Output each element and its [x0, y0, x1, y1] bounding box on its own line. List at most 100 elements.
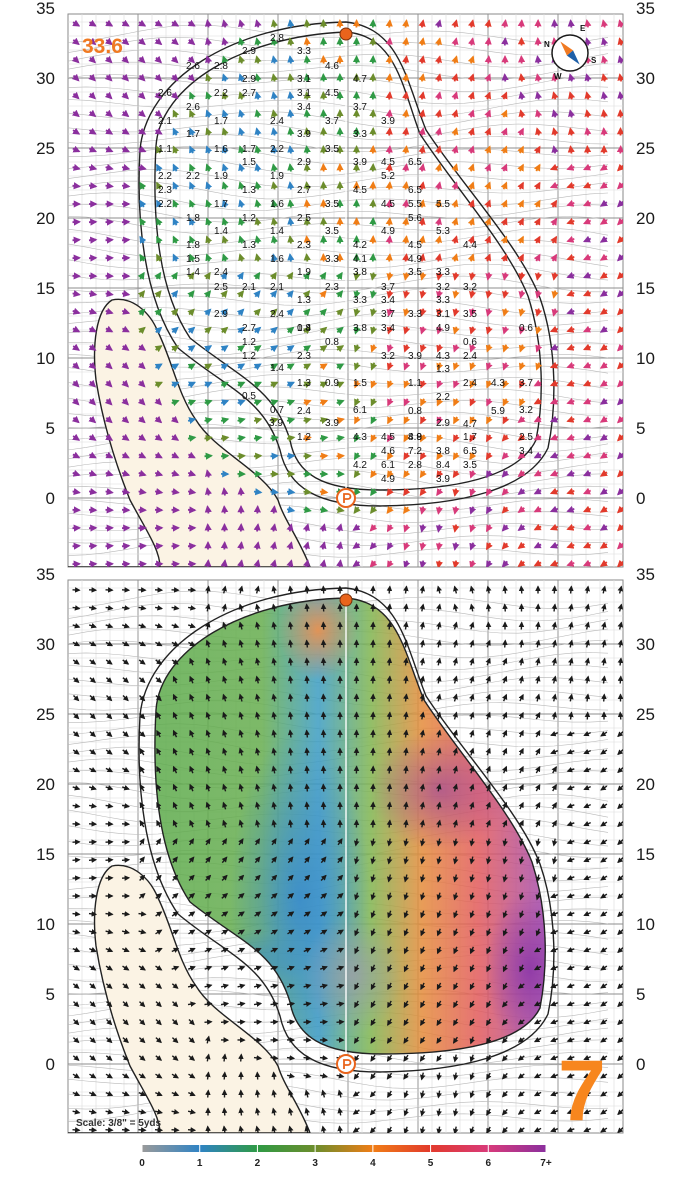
slope-arrow	[616, 199, 623, 208]
slope-arrow	[549, 379, 559, 387]
slope-arrow	[172, 217, 180, 226]
y-axis-tick-left: 30	[36, 69, 55, 88]
slope-arrow	[88, 379, 97, 388]
slope-value: 4.2	[353, 240, 367, 251]
slope-arrow	[189, 253, 196, 262]
slope-arrow	[601, 19, 609, 28]
slope-arrow	[386, 711, 393, 720]
y-axis-tick-right: 0	[636, 489, 645, 508]
slope-arrow	[551, 109, 559, 118]
slope-arrow	[600, 109, 608, 118]
slope-arrow	[238, 127, 246, 136]
slope-arrow	[335, 308, 344, 317]
slope-arrow	[121, 19, 130, 27]
slope-arrow	[221, 1071, 228, 1080]
slope-arrow	[221, 217, 229, 226]
slope-arrow	[403, 783, 409, 792]
slope-arrow	[104, 109, 113, 118]
slope-arrow	[254, 55, 262, 64]
slope-value: 2.9	[297, 157, 311, 168]
slope-value: 2.9	[436, 418, 450, 429]
slope-arrow	[304, 819, 310, 828]
slope-arrow	[452, 362, 460, 371]
slope-arrow	[154, 19, 163, 27]
slope-arrow	[402, 145, 410, 154]
slope-arrow	[287, 55, 295, 64]
slope-value: 3.5	[325, 144, 339, 155]
slope-arrow	[187, 381, 197, 389]
slope-value: 2.4	[463, 378, 477, 389]
slope-arrow	[205, 73, 213, 82]
slope-arrow	[221, 487, 229, 496]
slope-arrow	[599, 397, 608, 405]
slope-arrow	[121, 163, 131, 171]
slope-arrow	[419, 362, 427, 371]
slope-arrow	[253, 417, 263, 425]
slope-arrow	[139, 217, 147, 226]
slope-arrow	[104, 379, 113, 388]
slope-arrow	[154, 109, 163, 118]
y-axis-tick-left: 0	[46, 1055, 55, 1074]
slope-arrow	[121, 415, 130, 424]
slope-arrow	[467, 235, 475, 244]
slope-arrow	[238, 91, 246, 100]
slope-value: 6.5	[463, 446, 477, 457]
slope-arrow	[599, 217, 608, 225]
slope-value: 3.7	[519, 378, 533, 389]
slope-arrow	[254, 91, 262, 100]
slope-arrow	[385, 55, 393, 64]
slope-arrow	[386, 747, 393, 756]
slope-value: 5.2	[381, 171, 395, 182]
slope-arrow	[435, 506, 443, 515]
slope-arrow	[171, 488, 180, 496]
slope-arrow	[154, 37, 163, 46]
slope-arrow	[287, 91, 295, 100]
y-axis-tick-right: 20	[636, 209, 655, 228]
slope-value: 4.9	[408, 254, 422, 265]
slope-arrow	[287, 693, 294, 702]
slope-arrow	[238, 55, 246, 64]
slope-arrow	[237, 381, 246, 389]
slope-value: 1.5	[353, 378, 367, 389]
slope-arrow	[105, 290, 114, 298]
slope-value: 6.5	[408, 157, 422, 168]
slope-arrow	[303, 19, 311, 28]
slope-arrow	[434, 253, 442, 262]
slope-arrow	[386, 693, 393, 702]
slope-arrow	[287, 109, 295, 118]
slope-arrow	[584, 73, 592, 82]
slope-arrow	[287, 73, 295, 82]
slope-arrow	[336, 363, 345, 371]
slope-arrow	[533, 217, 541, 226]
slope-value: 1.6	[214, 144, 228, 155]
slope-arrow	[287, 181, 295, 190]
slope-arrow	[254, 127, 262, 136]
slope-arrow	[370, 290, 378, 299]
slope-arrow	[385, 217, 393, 226]
slope-arrow	[469, 398, 477, 407]
slope-arrow	[419, 344, 427, 353]
slope-arrow	[551, 73, 559, 82]
slope-arrow	[205, 91, 213, 100]
slope-arrow	[551, 603, 558, 612]
slope-arrow	[436, 326, 444, 335]
slope-arrow	[434, 55, 442, 64]
y-axis-tick-right: 5	[636, 985, 645, 1004]
slope-arrow	[419, 326, 427, 335]
slope-arrow	[501, 73, 509, 82]
slope-arrow	[238, 145, 246, 154]
slope-arrow	[170, 55, 179, 64]
slope-arrow	[286, 271, 294, 280]
slope-arrow	[370, 362, 378, 371]
slope-arrow	[418, 145, 426, 154]
slope-arrow	[237, 399, 246, 407]
slope-value: 3.3	[408, 309, 422, 320]
slope-arrow	[138, 1127, 147, 1133]
slope-value: 0.8	[325, 337, 339, 348]
slope-arrow	[254, 109, 262, 118]
slope-arrow	[270, 381, 279, 389]
slope-arrow	[303, 345, 312, 353]
slope-arrow	[385, 145, 393, 154]
slope-arrow	[616, 307, 623, 316]
slope-arrow	[154, 363, 163, 371]
